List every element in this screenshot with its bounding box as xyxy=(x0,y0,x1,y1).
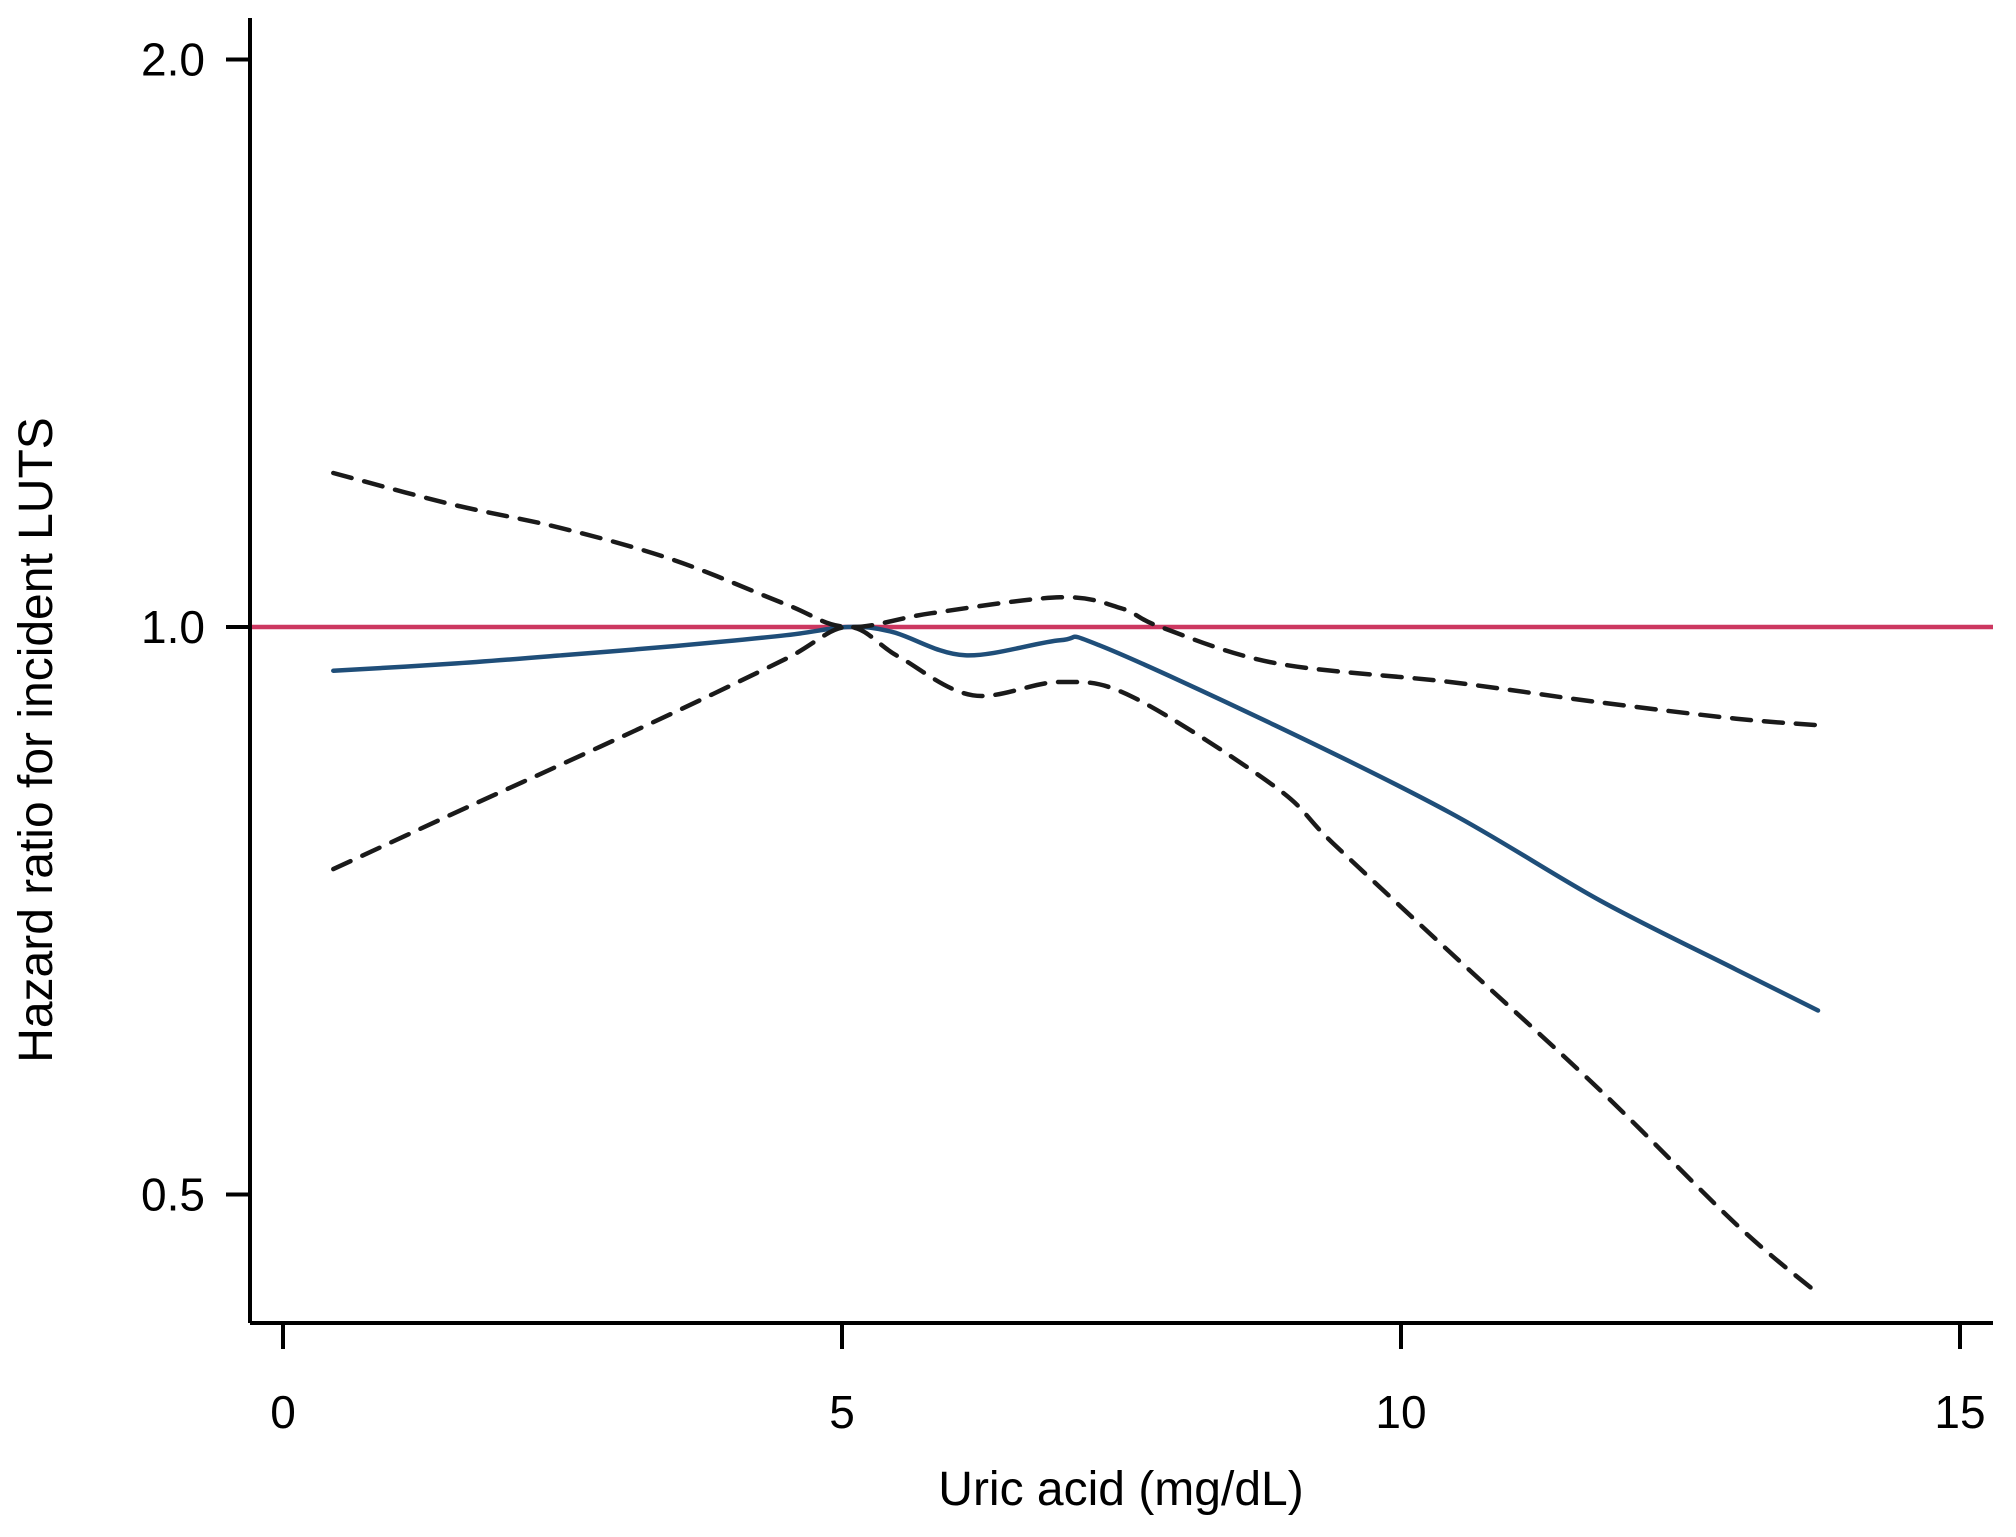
upper_band-curve xyxy=(331,470,1821,728)
x-tick-label: 5 xyxy=(829,1386,855,1438)
x-tick-label: 0 xyxy=(270,1386,296,1438)
y-axis-title: Hazard ratio for incident LUTS xyxy=(10,417,63,1063)
y-tick-label: 1.0 xyxy=(141,601,205,653)
x-tick-label: 10 xyxy=(1375,1386,1426,1438)
x-tick-label: 15 xyxy=(1934,1386,1985,1438)
curves-layer xyxy=(331,470,1821,1296)
axes-layer: 2.0 1.0 0.5 0 5 10 15 xyxy=(141,18,1993,1438)
lower_band-curve xyxy=(331,624,1821,1296)
x-axis-title: Uric acid (mg/dL) xyxy=(938,1463,1303,1516)
y-tick-label: 2.0 xyxy=(141,34,205,86)
y-tick-label: 0.5 xyxy=(141,1169,205,1221)
estimate-curve xyxy=(331,624,1821,1013)
